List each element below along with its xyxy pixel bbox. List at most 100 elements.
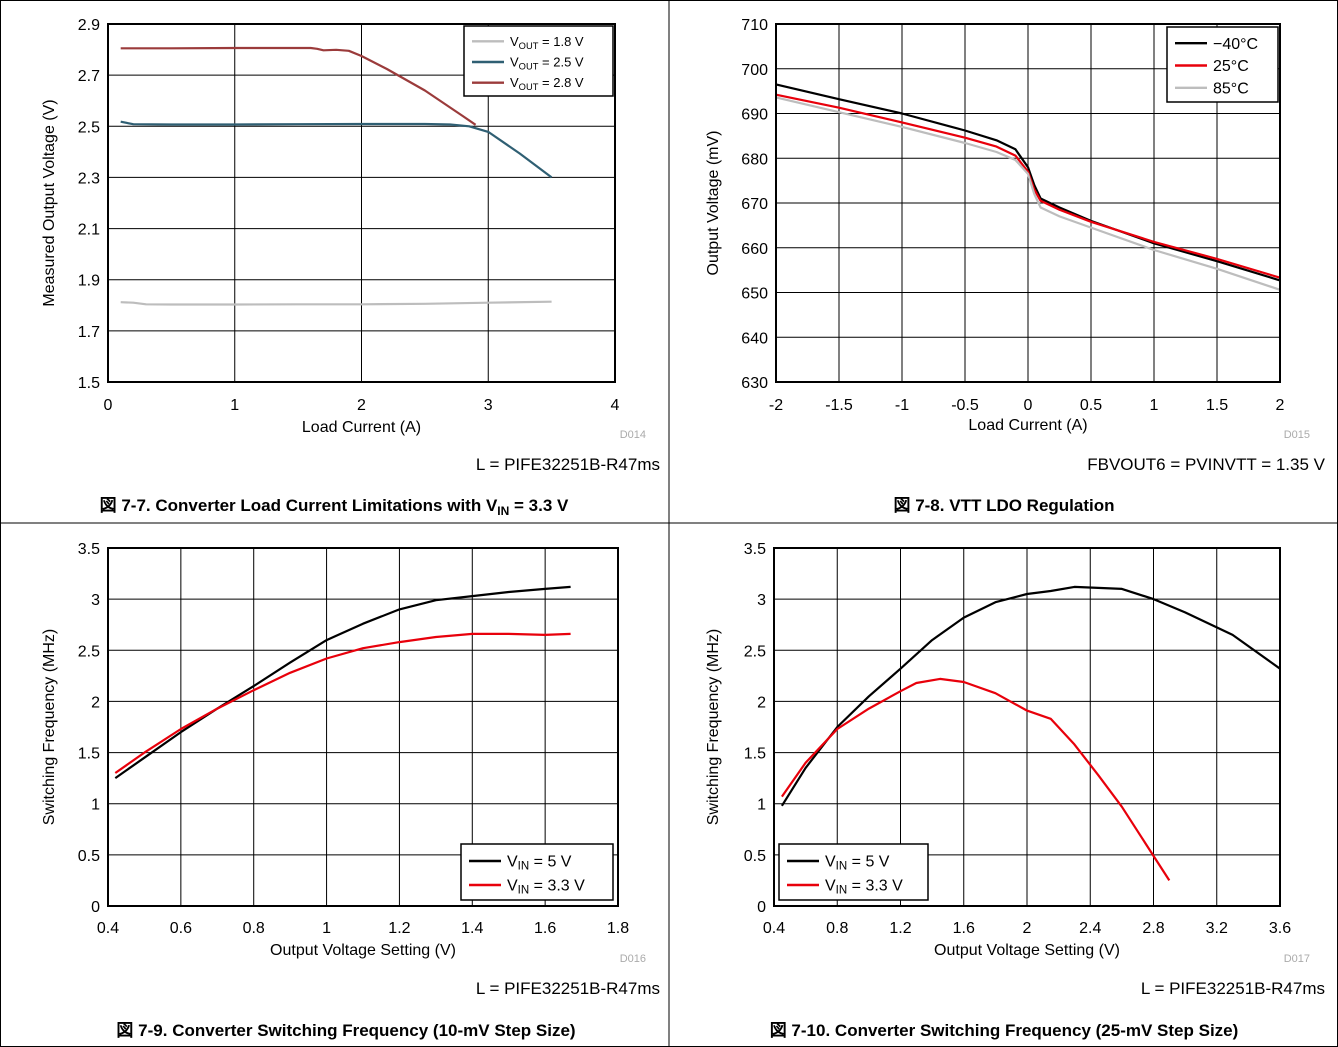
y-tick-label: 2.9 (78, 17, 100, 34)
legend-name-sub: OUT (519, 62, 539, 72)
legend-name-rest: = 5 V (529, 854, 572, 871)
legend-name-sub: IN (836, 861, 848, 873)
x-tick-label: 3.6 (1269, 920, 1291, 937)
figure-title-text: Converter Load Current Limitations with … (155, 496, 498, 515)
x-tick-label: 3.2 (1206, 920, 1228, 937)
y-tick-label: 670 (741, 196, 768, 213)
legend-name-main: V (507, 878, 518, 895)
figure-number: 図 7-10. (770, 1021, 830, 1040)
legend-label-2: 25°C (1213, 58, 1249, 75)
figure-code: D014 (620, 429, 646, 441)
x-tick-label: 3 (484, 397, 493, 414)
legend-label-1: VOUT = 1.8 V (510, 34, 584, 51)
x-tick-label: 0.4 (763, 920, 785, 937)
y-tick-label: 700 (741, 62, 768, 79)
x-tick-label: 1 (322, 920, 331, 937)
title-subscript: IN (497, 504, 509, 518)
x-axis-label: Load Current (A) (302, 419, 421, 436)
y-tick-label: 2.1 (78, 222, 100, 239)
x-axis-label: Output Voltage Setting (V) (934, 942, 1120, 959)
legend-name-main: V (510, 34, 519, 49)
x-tick-label: 2 (1023, 920, 1032, 937)
figure-title: 図 7-9. Converter Switching Frequency (10… (116, 1021, 575, 1040)
x-tick-label: 0 (104, 397, 113, 414)
legend-name-rest: = 1.8 V (538, 34, 583, 49)
x-tick-label: 1.5 (1206, 397, 1228, 414)
plot-border (107, 547, 619, 907)
y-tick-label: 3.5 (744, 541, 766, 558)
y-axis-label: Switching Frequency (MHz) (705, 629, 722, 826)
chart-3: 0.4 0.6 0.8 1 1.2 1.4 1.6 1.8 0 0.5 1 1.5 2 2.5 3 3.5 Ou… (41, 541, 660, 1040)
y-tick-label: 1 (757, 797, 766, 814)
y-tick-label: 660 (741, 241, 768, 258)
series-line-2 (780, 677, 1171, 881)
x-tick-label: 0.8 (243, 920, 265, 937)
legend-name-main: V (825, 878, 836, 895)
y-tick-label: 2 (757, 694, 766, 711)
legend-label-2: VIN = 3.3 V (825, 878, 903, 897)
legend-name-main: V (825, 854, 836, 871)
condition-note: L = PIFE32251B-R47ms (476, 979, 660, 998)
x-tick-label: 2.4 (1079, 920, 1101, 937)
y-tick-label: 2.5 (78, 643, 100, 660)
y-tick-label: 2.3 (78, 170, 100, 187)
y-tick-label: 1 (91, 797, 100, 814)
figure-title-text: Converter Switching Frequency (25-mV Ste… (835, 1021, 1238, 1040)
legend-name-sub: OUT (519, 41, 539, 51)
y-tick-label: 1.9 (78, 273, 100, 290)
plot-border (107, 23, 616, 383)
legend-name-rest: = 3.3 V (529, 878, 585, 895)
series-line-1 (780, 585, 1281, 807)
charts-container: 0 1 2 3 4 1.5 1.7 1.9 2.1 2.3 2.5 2.7 2.9 Load Curren… (41, 17, 1326, 1040)
legend-box (778, 843, 929, 901)
x-tick-label: 0.6 (170, 920, 192, 937)
legend-name: 25°C (1213, 58, 1249, 75)
legend-box (460, 843, 614, 901)
figure-title-text: VTT LDO Regulation (949, 496, 1114, 515)
y-tick-label: 650 (741, 286, 768, 303)
legend-label-3: VOUT = 2.8 V (510, 75, 584, 92)
figure-title: 図 7-8. VTT LDO Regulation (893, 496, 1114, 515)
x-tick-label: 1.6 (534, 920, 556, 937)
y-axis-label: Switching Frequency (MHz) (41, 629, 58, 826)
legend-label-3: 85°C (1213, 80, 1249, 97)
y-tick-label: 2.7 (78, 68, 100, 85)
y-tick-label: 0 (757, 899, 766, 916)
legend-name-rest: = 3.3 V (847, 878, 903, 895)
x-tick-label: 0.8 (826, 920, 848, 937)
x-axis-label: Output Voltage Setting (V) (270, 942, 456, 959)
legend-label-1: −40°C (1213, 36, 1258, 53)
gridlines (776, 24, 1280, 382)
figure-title-text: Converter Switching Frequency (10-mV Ste… (172, 1021, 575, 1040)
y-axis-label: Measured Output Voltage (V) (41, 99, 58, 306)
x-tick-label: 1 (1150, 397, 1159, 414)
legend-name-rest: = 2.8 V (538, 75, 583, 90)
figure-code: D015 (1284, 429, 1310, 441)
y-tick-label: 1.5 (78, 746, 100, 763)
x-tick-label: 1.8 (607, 920, 629, 937)
y-tick-label: 2.5 (744, 643, 766, 660)
x-tick-label: 2 (1276, 397, 1285, 414)
x-tick-label: 1.4 (461, 920, 483, 937)
y-tick-label: 2.5 (78, 119, 100, 136)
y-tick-label: 0 (91, 899, 100, 916)
x-tick-label: 1 (230, 397, 239, 414)
series-line-2 (114, 632, 571, 774)
series-line-1 (114, 585, 571, 780)
x-tick-label: 0.5 (1080, 397, 1102, 414)
legend-box (463, 25, 614, 97)
y-tick-label: 690 (741, 107, 768, 124)
legend-name-sub: IN (518, 885, 530, 897)
x-tick-label: 2.8 (1142, 920, 1164, 937)
chart-1: 0 1 2 3 4 1.5 1.7 1.9 2.1 2.3 2.5 2.7 2.9 Load Curren… (41, 17, 660, 518)
figure-number: 図 7-7. (100, 496, 151, 515)
legend-name-main: V (507, 854, 518, 871)
y-tick-label: 3 (91, 592, 100, 609)
plot-border (775, 23, 1281, 383)
chart-4: 0.4 0.8 1.2 1.6 2 2.4 2.8 3.2 3.6 0 0.5 1 1.5 2 2.5 3 3.… (705, 541, 1325, 1040)
x-tick-label: 4 (611, 397, 620, 414)
x-tick-label: -1 (895, 397, 909, 414)
